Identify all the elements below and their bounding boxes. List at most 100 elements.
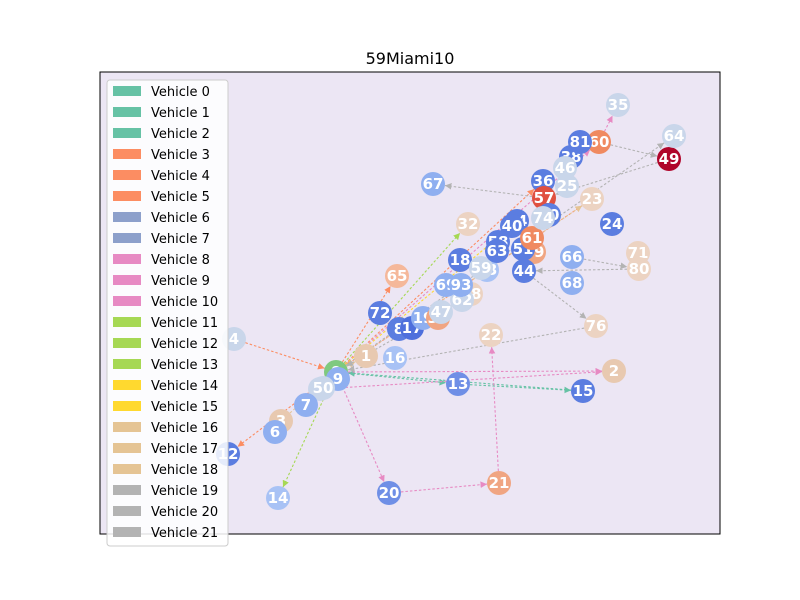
legend-item: Vehicle 21	[113, 526, 218, 541]
legend-label: Vehicle 6	[151, 211, 210, 226]
node-32: 32	[456, 212, 480, 236]
legend-label: Vehicle 1	[151, 106, 210, 121]
legend-label: Vehicle 21	[151, 526, 218, 541]
node-marker	[606, 93, 630, 117]
node-76: 76	[584, 314, 608, 338]
node-63: 63	[485, 239, 509, 263]
legend-swatch	[113, 128, 141, 138]
node-23: 23	[580, 187, 604, 211]
node-label: 57	[534, 189, 555, 207]
legend-swatch	[113, 107, 141, 117]
node-label: 4	[229, 330, 239, 348]
node-marker	[587, 130, 611, 154]
node-25: 25	[555, 174, 579, 198]
node-label: 8	[394, 320, 404, 338]
node-81: 81	[568, 130, 592, 154]
node-label: 59	[471, 259, 492, 277]
legend-swatch	[113, 527, 141, 537]
node-label: 65	[387, 267, 408, 285]
node-18: 18	[448, 248, 472, 272]
route-edge	[341, 285, 392, 363]
node-marker	[385, 264, 409, 288]
node-36: 36	[531, 169, 555, 193]
legend-item: Vehicle 10	[113, 295, 218, 310]
node-24: 24	[600, 212, 624, 236]
node-marker	[560, 271, 584, 295]
legend-item: Vehicle 13	[113, 358, 218, 373]
legend-item: Vehicle 4	[113, 169, 210, 184]
route-edge	[533, 277, 587, 320]
legend-label: Vehicle 3	[151, 148, 210, 163]
node-35: 35	[606, 93, 630, 117]
legend-swatch	[113, 485, 141, 495]
legend-label: Vehicle 16	[151, 421, 218, 436]
legend-label: Vehicle 19	[151, 484, 218, 499]
legend-label: Vehicle 17	[151, 442, 218, 457]
node-label: 15	[573, 382, 594, 400]
node-67: 67	[421, 172, 445, 196]
node-label: 2	[609, 362, 619, 380]
legend-swatch	[113, 422, 141, 432]
legend-swatch	[113, 233, 141, 243]
node-label: 44	[514, 262, 535, 280]
node-marker	[531, 169, 555, 193]
legend-item: Vehicle 2	[113, 127, 210, 142]
route-edge	[583, 258, 628, 269]
node-marker	[479, 323, 503, 347]
node-93: 93	[449, 273, 473, 297]
node-13: 13	[446, 372, 470, 396]
node-marker	[263, 420, 287, 444]
legend-item: Vehicle 17	[113, 442, 218, 457]
route-edge	[469, 384, 572, 394]
node-46: 46	[553, 156, 577, 180]
legend-item: Vehicle 0	[113, 85, 210, 100]
node-label: 20	[379, 484, 400, 502]
node-59: 59	[469, 256, 493, 280]
node-label: 40	[502, 217, 523, 235]
legend-label: Vehicle 12	[151, 337, 218, 352]
node-40: 40	[500, 214, 524, 238]
node-label: 64	[664, 127, 685, 145]
node-61: 61	[520, 226, 544, 250]
node-label: 16	[385, 349, 406, 367]
legend-swatch	[113, 86, 141, 96]
node-marker	[266, 486, 290, 510]
legend-swatch	[113, 275, 141, 285]
node-label: 66	[562, 248, 583, 266]
node-15: 15	[571, 379, 595, 403]
node-label: 49	[659, 150, 680, 168]
route-edge	[488, 346, 499, 472]
node-marker	[584, 314, 608, 338]
node-label: 21	[489, 474, 510, 492]
plot-frame	[99, 71, 721, 535]
node-marker	[421, 172, 445, 196]
legend-item: Vehicle 7	[113, 232, 210, 247]
node-marker	[627, 257, 651, 281]
node-marker	[531, 206, 555, 230]
node-marker	[600, 212, 624, 236]
node-label: 6	[270, 423, 280, 441]
legend-swatch	[113, 149, 141, 159]
node-50: 50	[311, 376, 335, 400]
route-edge	[347, 367, 603, 375]
node-marker	[553, 156, 577, 180]
node-65: 65	[385, 264, 409, 288]
legend-item: Vehicle 15	[113, 400, 218, 415]
node-68: 68	[560, 271, 584, 295]
legend-label: Vehicle 2	[151, 127, 210, 142]
legend-swatch	[113, 443, 141, 453]
node-marker	[520, 226, 544, 250]
node-marker	[580, 187, 604, 211]
node-label: 23	[582, 190, 603, 208]
node-label: 63	[487, 242, 508, 260]
node-64: 64	[662, 124, 686, 148]
legend-item: Vehicle 19	[113, 484, 218, 499]
node-16: 16	[383, 346, 407, 370]
node-22: 22	[479, 323, 503, 347]
node-label: 22	[481, 326, 502, 344]
legend: Vehicle 0 Vehicle 1 Vehicle 2 Vehicle 3 Vehi…	[106, 79, 229, 547]
node-label: 50	[313, 379, 334, 397]
legend-label: Vehicle 20	[151, 505, 218, 520]
node-marker	[448, 248, 472, 272]
legend-swatch	[113, 254, 141, 264]
